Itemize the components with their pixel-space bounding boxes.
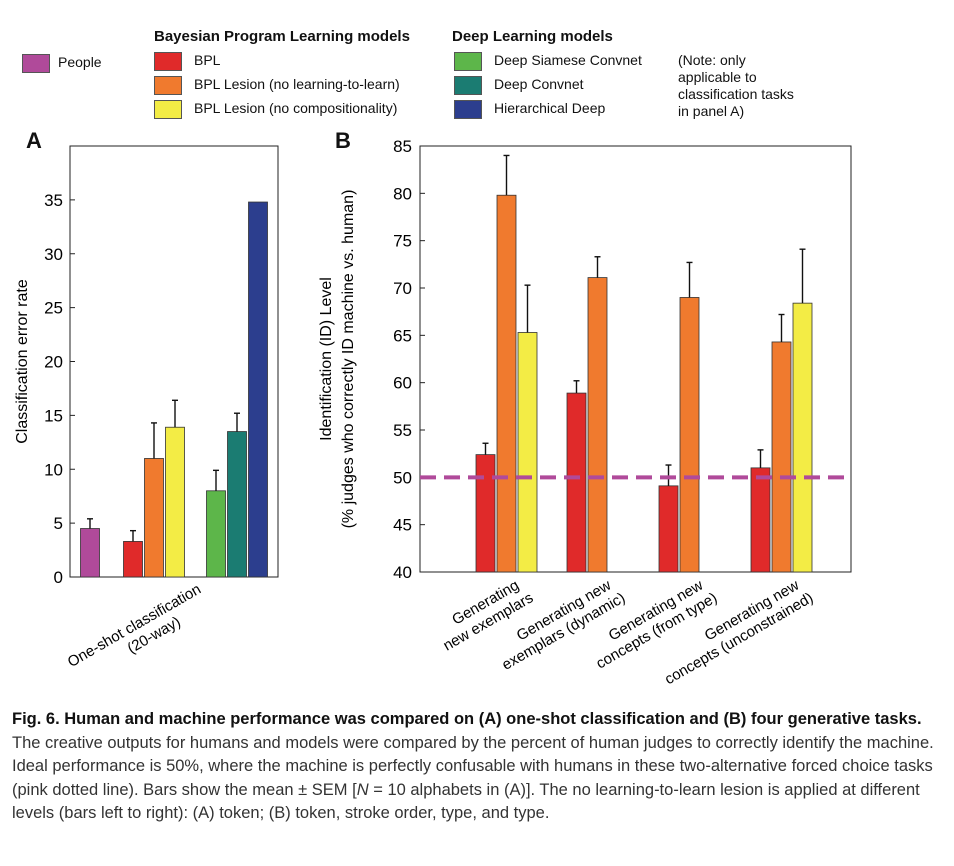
legend-note-line: classification tasks [678,86,794,102]
y-tick-label: 20 [44,353,63,372]
legend-note-line: applicable to [678,69,757,85]
y-tick-label: 0 [54,568,63,587]
panel-a-chart: 0 5 10 15 20 25 30 35 Classification error rate O… [14,145,279,687]
y-axis-label: Identification (ID) Level (% judges who c… [318,190,357,529]
legend-note-line: (Note: only [678,52,746,68]
y-tick-label: 60 [393,374,412,393]
people-swatch [22,54,50,73]
legend-note-line: in panel A) [678,103,745,119]
bar [566,392,587,573]
legend-label-hier: Hierarchical Deep [494,100,606,116]
panel-b-label: B [335,128,351,153]
bar [227,431,247,578]
hier-swatch [454,100,482,119]
bar [165,426,185,578]
legend-label-siamese: Deep Siamese Convnet [494,52,642,68]
bar [248,201,268,578]
y-tick-label: 70 [393,279,412,298]
y-axis-label-line: (% judges who correctly ID machine vs. h… [340,190,357,529]
bar [123,541,143,578]
bar [750,467,771,573]
convnet-swatch [454,76,482,95]
legend: Bayesian Program Learning models Deep Le… [0,0,954,130]
bar [792,302,813,573]
bar [144,458,164,578]
bpl-lesion-ltl-swatch [154,76,182,95]
caption-body: The creative outputs for humans and mode… [12,733,934,799]
bar [475,454,496,573]
caption-n-variable: N [356,780,369,799]
y-tick-label: 45 [393,516,412,535]
y-tick-label: 75 [393,232,412,251]
legend-label-bpl: BPL [194,52,221,68]
legend-label-bpl-lesion-ltl: BPL Lesion (no learning-to-learn) [194,76,400,92]
caption-body-end: = 10 alphabets in (A)]. The no learning-… [12,780,920,823]
deep-learning-models-heading: Deep Learning models [452,28,613,45]
y-tick-label: 5 [54,514,63,533]
y-axis-label: Classification error rate [14,279,31,444]
x-category-label: One-shot classification(20-way) [65,581,213,687]
bpl-models-heading: Bayesian Program Learning models [154,28,410,45]
bar [679,297,700,573]
y-tick-label: 85 [393,137,412,156]
y-tick-label: 65 [393,326,412,345]
y-tick-label: 30 [44,245,63,264]
charts-svg: 0 5 10 15 20 25 30 35 Classification error rate O… [14,137,852,688]
bpl-lesion-comp-swatch [154,100,182,119]
bar [80,528,100,578]
legend-label-convnet: Deep Convnet [494,76,584,92]
panel-b-frame [419,145,852,573]
bpl-swatch [154,52,182,71]
panel-b-chart: 40 45 50 55 60 65 70 75 80 85 Identification (ID) … [318,137,852,688]
y-tick-label: 80 [393,184,412,203]
legend-label-bpl-lesion-comp: BPL Lesion (no compositionality) [194,100,398,116]
bar [496,194,517,573]
bar [658,485,679,573]
siamese-swatch [454,52,482,71]
caption-lead: Fig. 6. Human and machine performance wa… [12,710,922,728]
figure-caption: Fig. 6. Human and machine performance wa… [12,708,942,826]
y-tick-label: 50 [393,468,412,487]
y-axis-label-line: Identification (ID) Level [318,277,335,441]
bar [587,277,608,573]
y-tick-label: 25 [44,299,63,318]
legend-label-people: People [58,54,102,70]
panel-a-label: A [26,128,42,153]
bar [206,490,226,578]
y-tick-label: 35 [44,191,63,210]
bar [771,341,792,573]
legend-note: (Note: only applicable to classification… [678,52,794,120]
y-tick-label: 10 [44,460,63,479]
y-tick-label: 40 [393,563,412,582]
y-tick-label: 55 [393,421,412,440]
x-category-line: One-shot classification [65,581,204,671]
bar [517,332,538,573]
y-tick-label: 15 [44,406,63,425]
